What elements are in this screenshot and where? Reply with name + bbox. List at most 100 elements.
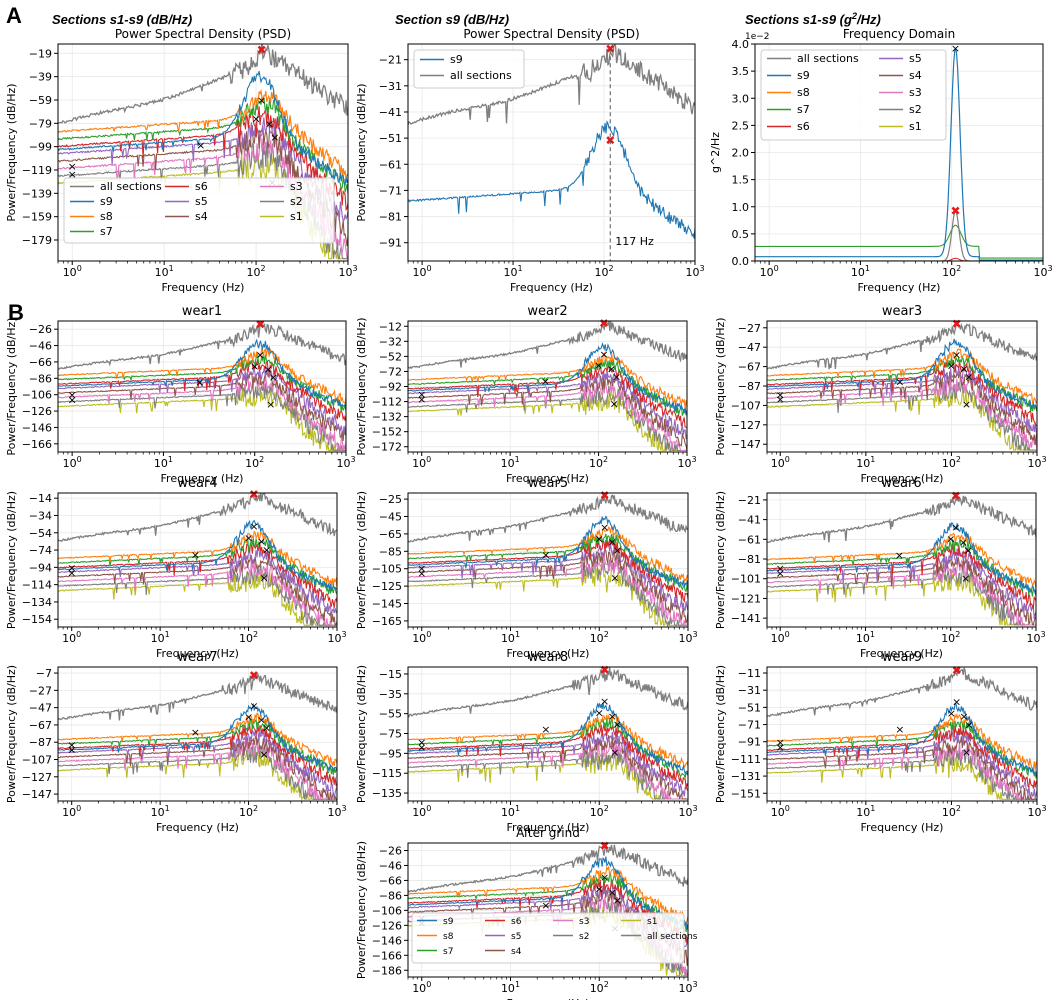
y-tick-label: −92: [379, 381, 402, 394]
x-tick-exp: 3: [692, 980, 697, 989]
x-tick-base: 10: [501, 457, 515, 470]
x-tick-exp: 3: [1040, 630, 1045, 639]
series-line-all-sections: [408, 667, 688, 718]
x-tick-exp: 0: [427, 264, 432, 273]
y-tick-label: −105: [372, 563, 402, 576]
y-tick-label: −11: [738, 667, 761, 680]
x-axis-label: Frequency (Hz): [156, 821, 239, 834]
series-line-s4: [767, 736, 1037, 801]
y-tick-label: −14: [29, 492, 52, 505]
y-tick-label: −71: [379, 184, 402, 197]
y-tick-label: −41: [379, 106, 402, 119]
peak-marker: ×: [964, 544, 973, 557]
legend-label-s4: s4: [511, 947, 522, 957]
x-tick-base: 10: [771, 632, 785, 645]
peak-marker: ×: [250, 360, 259, 373]
x-tick-base: 10: [942, 266, 956, 279]
x-tick-label: 103: [1027, 804, 1046, 819]
x-tick-base: 10: [941, 632, 955, 645]
series-line-s8: [408, 351, 687, 409]
peak-marker: ×: [959, 363, 968, 376]
series-line-all-sections: [58, 493, 337, 543]
peak-marker: ×: [600, 695, 609, 708]
x-tick-exp: 3: [341, 630, 346, 639]
y-tick-label: −141: [731, 612, 761, 625]
peak-marker: ×: [962, 746, 971, 759]
series-line-s7: [755, 224, 1043, 259]
peak-marker: ×: [262, 543, 271, 556]
peak-marker: ×: [68, 393, 77, 406]
peak-marker: ×: [256, 349, 265, 362]
series-line-s7: [58, 717, 337, 776]
y-tick-label: −139: [22, 187, 52, 200]
y-tick-label: −19: [29, 47, 52, 60]
x-tick-label: 100: [63, 455, 82, 470]
y-tick-label: −46: [29, 340, 52, 353]
x-tick-base: 10: [501, 632, 515, 645]
peak-marker: ×: [610, 398, 619, 411]
x-tick-exp: 3: [1041, 804, 1046, 813]
y-multiplier: 1e−2: [745, 32, 770, 42]
x-tick-exp: 1: [870, 455, 875, 464]
y-tick-label: −135: [372, 787, 402, 800]
y-tick-label: −152: [372, 426, 402, 439]
series-line-s5: [408, 731, 688, 797]
series-line-s2: [58, 564, 337, 626]
series-line-s9: [58, 70, 348, 187]
peak-marker: ×: [964, 371, 973, 384]
x-tick-base: 10: [63, 266, 77, 279]
y-tick-label: −87: [29, 736, 52, 749]
series-line-s3: [58, 374, 346, 451]
y-tick-label: −132: [372, 411, 402, 424]
x-tick-label: 101: [501, 980, 520, 995]
legend-label-s2: s2: [290, 195, 303, 208]
x-tick-base: 10: [327, 632, 341, 645]
series-line-s3: [767, 376, 1037, 451]
x-tick-base: 10: [412, 457, 426, 470]
x-tick-exp: 1: [165, 804, 170, 813]
peak-marker: ×: [947, 360, 956, 373]
y-axis-label: Power/Frequency (dB/Hz): [355, 317, 368, 455]
x-tick-label: 100: [771, 804, 790, 819]
series-line-s9: [767, 338, 1037, 410]
legend-label-s2: s2: [579, 932, 589, 942]
series-line-s6: [767, 724, 1037, 789]
legend-label-s5: s5: [909, 52, 922, 65]
y-axis-label: Power/Frequency (dB/Hz): [714, 665, 727, 803]
peak-marker: ×: [541, 549, 550, 562]
y-tick-label: −41: [738, 514, 761, 527]
y-tick-label: −79: [29, 117, 52, 130]
series-line-s7: [58, 96, 348, 195]
chart-title: Power Spectral Density (PSD): [463, 27, 639, 41]
y-tick-label: 1.0: [732, 201, 750, 214]
x-tick-base: 10: [851, 266, 865, 279]
y-tick-label: 1.5: [732, 174, 750, 187]
panel-b-label: B: [8, 300, 24, 325]
y-axis-label: Power/Frequency (dB/Hz): [714, 491, 727, 629]
y-tick-label: −99: [29, 141, 52, 154]
x-tick-exp: 0: [77, 455, 82, 464]
y-tick-label: −154: [22, 613, 52, 626]
peak-marker: ×: [257, 94, 266, 107]
legend-label-s4: s4: [195, 210, 208, 223]
x-tick-label: 101: [155, 264, 174, 279]
y-tick-label: −51: [379, 132, 402, 145]
peak-marker: ×: [947, 707, 956, 720]
x-tick-label: 101: [856, 455, 875, 470]
y-tick-label: −165: [372, 615, 402, 628]
peak-marker: ×: [600, 521, 609, 534]
y-tick-label: −65: [379, 528, 402, 541]
legend-label-s3: s3: [579, 917, 589, 927]
series-lines: [767, 321, 1037, 452]
x-tick-exp: 1: [515, 980, 520, 989]
x-tick-label: 103: [677, 455, 696, 470]
x-tick-base: 10: [501, 806, 515, 819]
y-axis-label: Power/Frequency (dB/Hz): [5, 317, 18, 455]
y-tick-label: −47: [738, 341, 761, 354]
x-axis-label: Frequency (Hz): [510, 281, 593, 294]
y-tick-label: −145: [372, 598, 402, 611]
peak-marker: ×: [67, 743, 76, 756]
y-tick-label: −26: [29, 323, 52, 336]
